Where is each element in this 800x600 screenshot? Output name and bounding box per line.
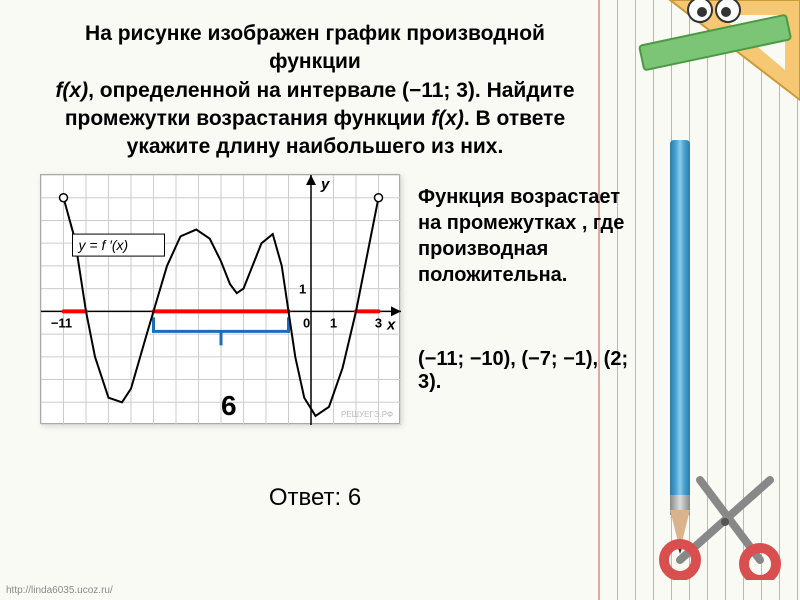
problem-line: промежутки возрастания функции [65, 107, 431, 130]
svg-text:3: 3 [375, 315, 382, 330]
segment-length-label: 6 [221, 390, 237, 422]
problem-line: укажите длину наибольшего из них. [127, 135, 504, 158]
svg-text:1: 1 [330, 315, 337, 330]
svg-text:РЕШУЕГЭ.РФ: РЕШУЕГЭ.РФ [341, 410, 393, 419]
problem-line: , определенной на интервале (−11; 3). На… [88, 79, 574, 102]
svg-text:−11: −11 [51, 315, 72, 330]
answer-text: Ответ: 6 [40, 484, 590, 512]
fx-symbol: f(x) [55, 79, 88, 102]
footer-link: http://linda6035.ucoz.ru/ [6, 585, 113, 596]
problem-statement: На рисунке изображен график производной … [40, 20, 590, 162]
derivative-graph: −11 0 1 3 1 y x y = f ′(x) РЕШУЕГЭ.РФ 6 [40, 174, 400, 424]
problem-line: На рисунке изображен график производной … [85, 22, 545, 73]
svg-text:x: x [386, 316, 396, 333]
explanation-text: Функция возрастает на промежутках , где … [418, 184, 648, 288]
fx-symbol: f(x) [431, 107, 464, 130]
svg-text:y = f ′(x): y = f ′(x) [78, 237, 129, 253]
svg-text:1: 1 [299, 281, 306, 296]
graph-svg: −11 0 1 3 1 y x y = f ′(x) РЕШУЕГЭ.РФ [41, 175, 401, 425]
svg-text:0: 0 [303, 315, 310, 330]
intervals-text: (−11; −10), (−7; −1), (2; 3). [418, 348, 648, 394]
problem-line: . В ответе [464, 107, 565, 130]
svg-text:y: y [320, 176, 330, 193]
